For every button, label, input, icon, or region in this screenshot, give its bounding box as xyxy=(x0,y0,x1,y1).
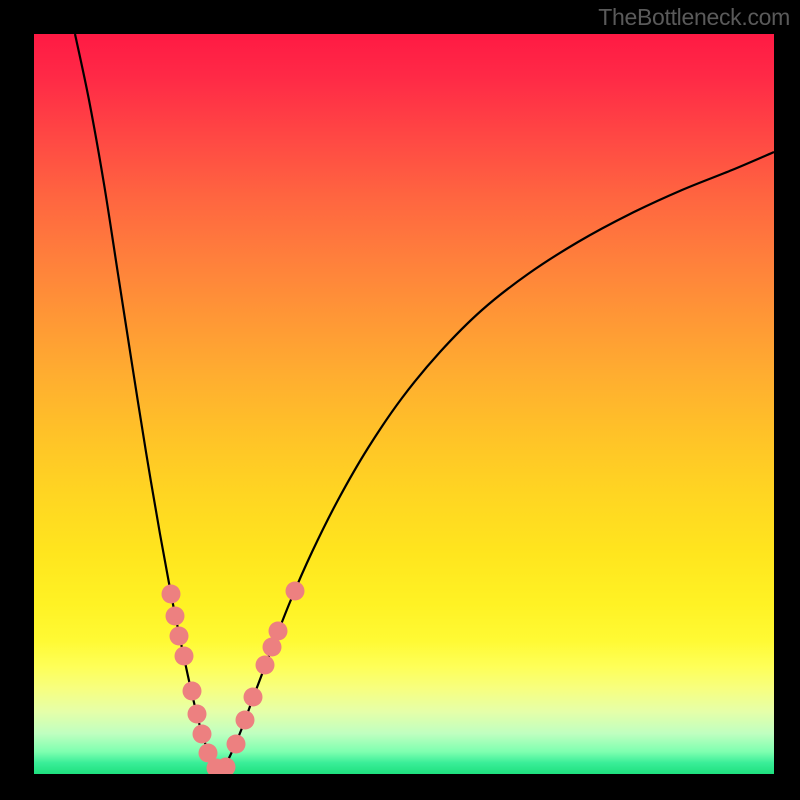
bottleneck-curve-layer xyxy=(34,34,774,774)
watermark-text: TheBottleneck.com xyxy=(598,4,790,31)
data-marker xyxy=(256,656,275,675)
data-marker xyxy=(269,622,288,641)
plot-area xyxy=(34,34,774,774)
data-marker xyxy=(183,682,202,701)
curve-left-branch xyxy=(75,34,220,774)
data-marker xyxy=(286,582,305,601)
data-marker xyxy=(170,627,189,646)
curve-right-branch xyxy=(220,152,774,774)
data-marker xyxy=(162,585,181,604)
data-marker xyxy=(227,735,246,754)
data-marker xyxy=(188,705,207,724)
data-marker xyxy=(244,688,263,707)
data-marker xyxy=(236,711,255,730)
data-marker xyxy=(193,725,212,744)
data-marker xyxy=(175,647,194,666)
data-marker xyxy=(166,607,185,626)
data-markers xyxy=(162,582,305,775)
